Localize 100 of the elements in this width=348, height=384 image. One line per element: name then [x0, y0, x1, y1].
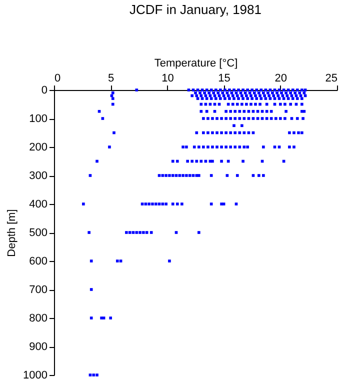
point	[250, 97, 254, 100]
y-tick-label: 800	[29, 312, 48, 324]
point	[220, 202, 223, 206]
y-tick-label: 100	[29, 113, 48, 125]
point	[247, 117, 250, 120]
point	[176, 160, 179, 163]
point	[302, 117, 304, 120]
point	[229, 110, 232, 113]
point	[300, 131, 304, 134]
point	[273, 146, 276, 148]
point	[234, 91, 238, 94]
point	[284, 91, 288, 94]
point	[291, 97, 294, 100]
point	[90, 288, 93, 291]
y-tick-label: 1000	[23, 370, 48, 382]
point	[242, 88, 244, 92]
point	[246, 146, 249, 148]
point	[256, 117, 260, 120]
point	[140, 202, 144, 206]
point	[291, 88, 294, 92]
point	[90, 260, 93, 262]
y-tick-label: 0	[41, 84, 48, 96]
point	[185, 174, 188, 177]
point	[190, 94, 194, 98]
point	[200, 94, 203, 98]
point	[197, 146, 200, 148]
point	[237, 88, 240, 92]
point	[304, 88, 307, 92]
point	[274, 117, 278, 120]
point	[96, 374, 98, 376]
point	[158, 202, 161, 206]
point	[244, 91, 247, 94]
point	[224, 117, 228, 120]
point	[242, 97, 244, 100]
point	[200, 110, 203, 113]
point	[195, 160, 198, 163]
point	[297, 131, 300, 134]
point	[211, 117, 214, 120]
x-axis-title: Temperature [°C]	[154, 58, 238, 70]
point	[195, 174, 198, 177]
point	[216, 131, 218, 134]
point	[203, 91, 206, 94]
point	[257, 174, 260, 177]
point	[180, 202, 184, 206]
point	[202, 117, 205, 120]
point	[174, 174, 178, 177]
point	[198, 91, 202, 94]
y-tick-label: 600	[29, 256, 48, 268]
point	[254, 94, 257, 98]
point	[278, 146, 281, 148]
point	[286, 97, 290, 100]
point	[262, 174, 265, 177]
point	[220, 131, 223, 134]
point	[200, 160, 203, 163]
chart-title: JCDF in January, 1981	[130, 2, 262, 17]
point	[98, 110, 101, 113]
point	[278, 88, 281, 92]
point	[272, 94, 276, 98]
point	[290, 117, 294, 120]
point	[242, 117, 246, 120]
point	[271, 91, 274, 94]
point	[178, 174, 182, 177]
point	[128, 231, 132, 234]
point	[119, 260, 122, 262]
point	[195, 131, 198, 134]
point	[294, 91, 297, 94]
point	[231, 102, 234, 106]
point	[255, 88, 258, 92]
point	[211, 131, 214, 134]
point	[242, 110, 246, 113]
point	[101, 117, 104, 120]
point	[168, 174, 171, 177]
y-tick-label: 700	[29, 284, 48, 296]
x-tick-label: 25	[325, 72, 338, 84]
x-tick-label: 0	[54, 72, 61, 84]
point	[257, 91, 260, 94]
point	[182, 174, 184, 177]
y-tick-label: 200	[29, 142, 48, 154]
point	[248, 91, 252, 94]
point	[216, 117, 218, 120]
point	[138, 231, 142, 234]
point	[242, 146, 246, 148]
point	[232, 97, 236, 100]
point	[206, 146, 210, 148]
y-axis-title: Depth [m]	[6, 209, 18, 257]
point	[192, 88, 195, 92]
point	[280, 91, 283, 94]
point	[186, 160, 189, 163]
point	[278, 102, 282, 106]
point	[224, 110, 228, 113]
point	[200, 102, 203, 106]
point	[208, 91, 210, 94]
point	[148, 202, 150, 206]
point	[270, 117, 273, 120]
point	[102, 316, 106, 320]
point	[238, 146, 242, 148]
point	[268, 97, 272, 100]
point	[187, 88, 190, 92]
point	[264, 88, 268, 92]
point	[205, 110, 208, 113]
